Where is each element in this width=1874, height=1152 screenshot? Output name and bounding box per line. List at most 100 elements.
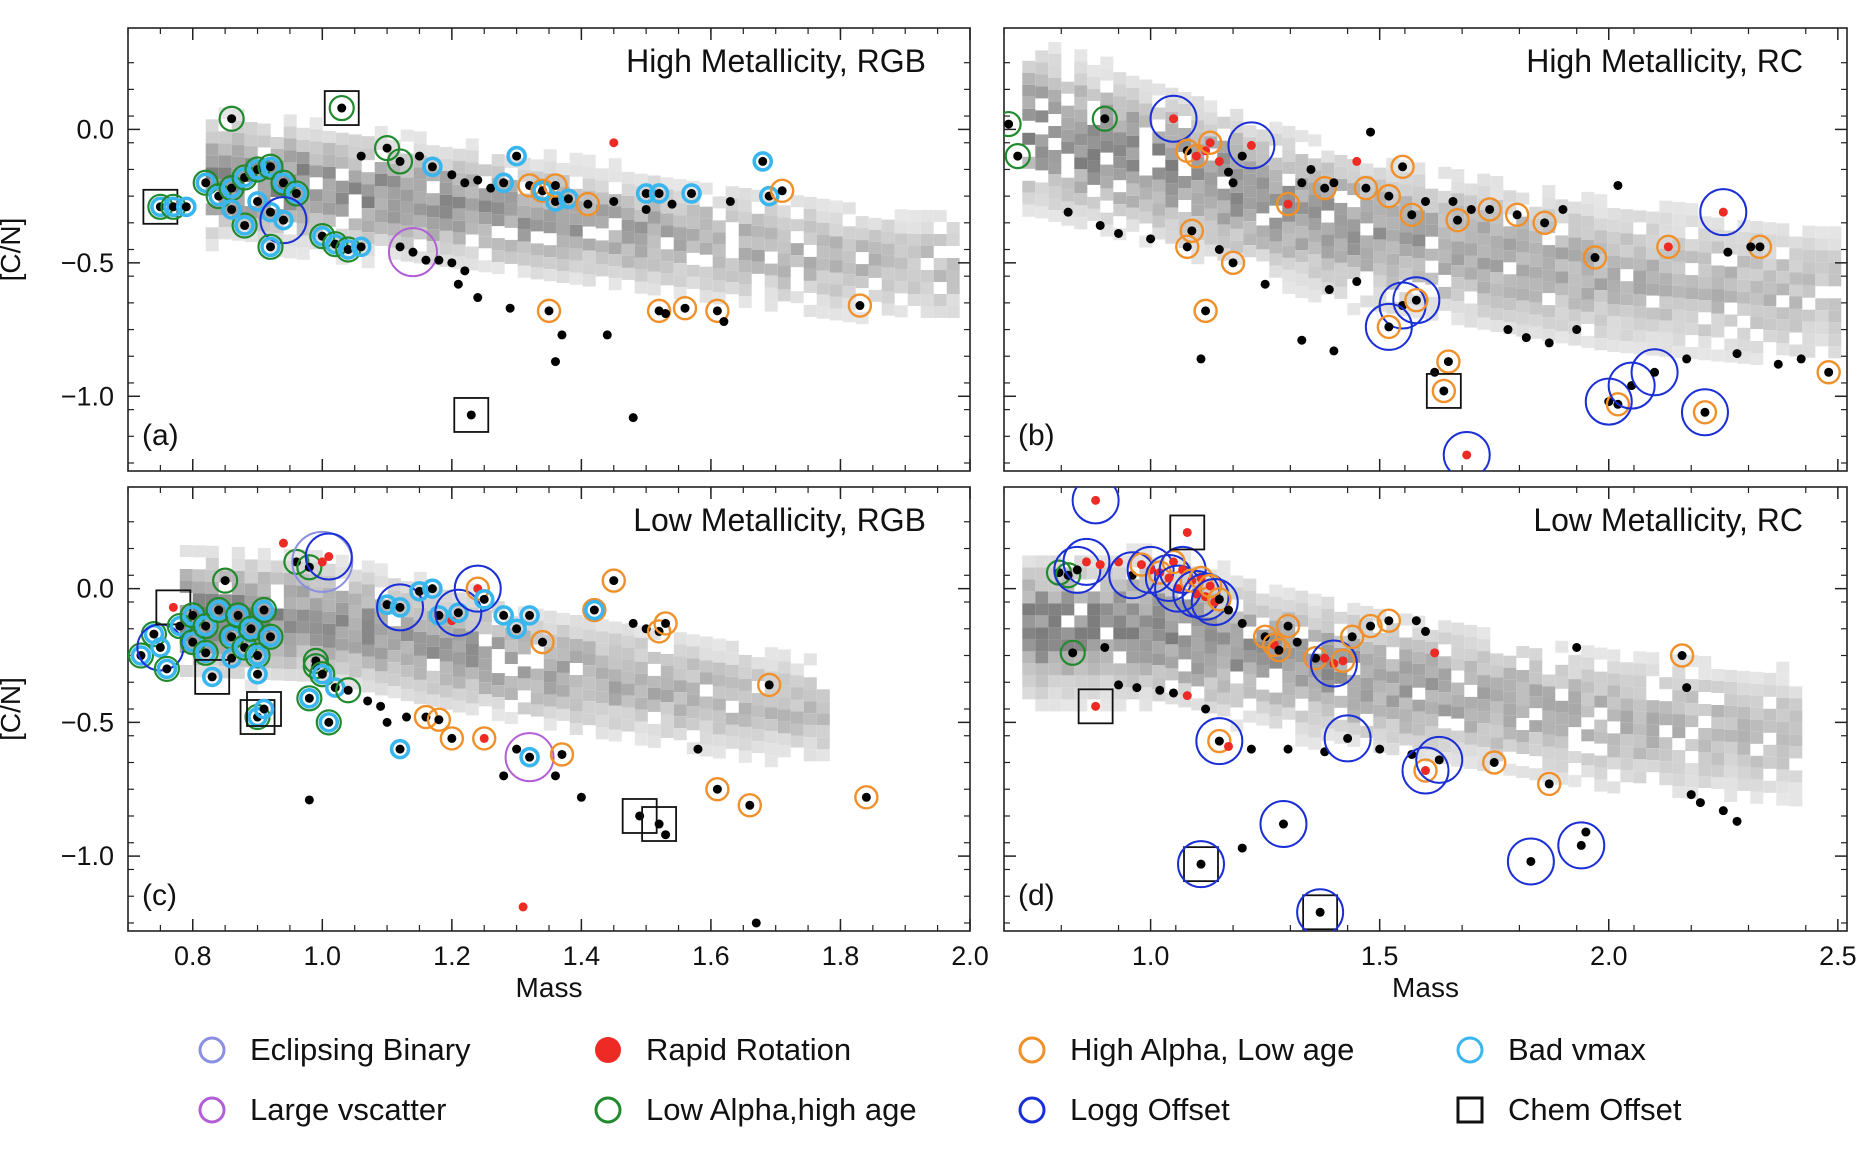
legend-label: Rapid Rotation: [646, 1032, 851, 1067]
data-point: [1384, 616, 1394, 626]
high-alpha-low-age-marker: [1537, 771, 1562, 797]
data-point: [1682, 354, 1692, 364]
data-point: [473, 293, 483, 303]
chem-offset-marker: [194, 659, 231, 695]
star-point: [545, 191, 566, 212]
star-point: [1283, 744, 1293, 754]
data-point: [1246, 140, 1256, 150]
legend-swatch: [1018, 1096, 1046, 1124]
star-point: [296, 685, 323, 712]
data-point: [1746, 242, 1756, 252]
data-point: [278, 215, 288, 225]
star-point: [1095, 560, 1105, 570]
data-point: [1590, 253, 1600, 263]
data-point: [758, 156, 768, 166]
data-point: [1201, 704, 1211, 714]
star-point: [257, 623, 284, 650]
star-point: [1201, 704, 1211, 714]
legend-item-bad-vmax: Bad vmax: [1456, 1032, 1646, 1067]
data-point: [499, 610, 509, 620]
high-alpha-low-age-marker: [1220, 250, 1246, 276]
star-point: [1506, 837, 1555, 886]
data-point: [1398, 162, 1408, 172]
bad-vmax-marker: [648, 183, 670, 204]
markers: [128, 530, 879, 928]
data-point: [1320, 653, 1330, 663]
data-point: [686, 188, 696, 198]
data-point: [1114, 680, 1124, 690]
data-point: [1095, 560, 1105, 570]
star-point: [757, 672, 782, 698]
data-point: [207, 672, 217, 682]
data-point: [265, 242, 275, 252]
data-point: [499, 771, 509, 781]
star-point: [422, 578, 443, 599]
data-point: [628, 413, 638, 423]
data-point: [1343, 733, 1353, 743]
star-point: [641, 806, 678, 842]
data-point: [486, 183, 496, 193]
star-point: [1430, 648, 1440, 658]
data-point: [544, 306, 554, 316]
data-point: [1695, 798, 1705, 808]
star-point: [499, 771, 509, 781]
star-point: [1275, 191, 1301, 217]
high-alpha-low-age-marker: [1605, 392, 1631, 417]
star-point: [1220, 250, 1246, 276]
star-point: [1320, 653, 1330, 663]
star-point: [1228, 178, 1238, 188]
data-point: [1347, 632, 1357, 642]
star-point: [1207, 587, 1232, 612]
data-point: [479, 733, 489, 743]
star-point: [1521, 333, 1531, 343]
high-alpha-low-age-marker: [737, 793, 762, 818]
data-point: [278, 178, 288, 188]
data-point: [1572, 325, 1582, 335]
star-point: [661, 309, 671, 319]
large-vscatter-marker: [387, 227, 438, 278]
star-point: [460, 266, 470, 276]
star-point: [1669, 643, 1695, 668]
data-point: [1214, 156, 1224, 166]
data-point: [609, 138, 619, 148]
bad-vmax-marker: [473, 589, 495, 610]
star-point: [1223, 741, 1233, 751]
bad-vmax-marker: [195, 642, 217, 664]
high-alpha-low-age-marker: [517, 173, 542, 198]
bad-vmax-marker: [240, 618, 262, 640]
data-point: [201, 178, 211, 188]
data-point: [1718, 806, 1728, 816]
data-point: [1100, 642, 1110, 652]
data-point: [1540, 218, 1550, 228]
legend-label: Chem Offset: [1508, 1092, 1682, 1127]
star-point: [1155, 685, 1165, 695]
low-alpha-high-age-marker: [1059, 639, 1086, 666]
high-alpha-low-age-marker: [847, 293, 873, 318]
star-point: [421, 255, 431, 265]
data-point: [602, 330, 612, 340]
data-point: [1091, 701, 1101, 711]
bad-vmax-marker: [422, 578, 443, 599]
data-point: [1223, 167, 1233, 177]
data-point: [227, 204, 237, 214]
high-alpha-low-age-marker: [1376, 183, 1402, 209]
data-point: [395, 602, 405, 612]
high-alpha-low-age-marker: [1275, 613, 1301, 639]
logg-offset-marker: [1053, 545, 1102, 594]
star-point: [628, 618, 638, 628]
star-point: [1063, 207, 1073, 217]
data-point: [1352, 277, 1362, 287]
data-point: [1164, 573, 1174, 583]
data-point: [1146, 234, 1156, 244]
data-point: [550, 357, 560, 367]
data-point: [1572, 642, 1582, 652]
data-point: [201, 621, 211, 631]
data-point: [589, 605, 599, 615]
bad-vmax-marker: [299, 688, 320, 709]
star-point: [506, 618, 527, 640]
data-point: [1581, 827, 1591, 837]
star-point: [1482, 750, 1507, 775]
data-point: [240, 220, 250, 230]
high-alpha-low-age-marker: [530, 629, 555, 655]
